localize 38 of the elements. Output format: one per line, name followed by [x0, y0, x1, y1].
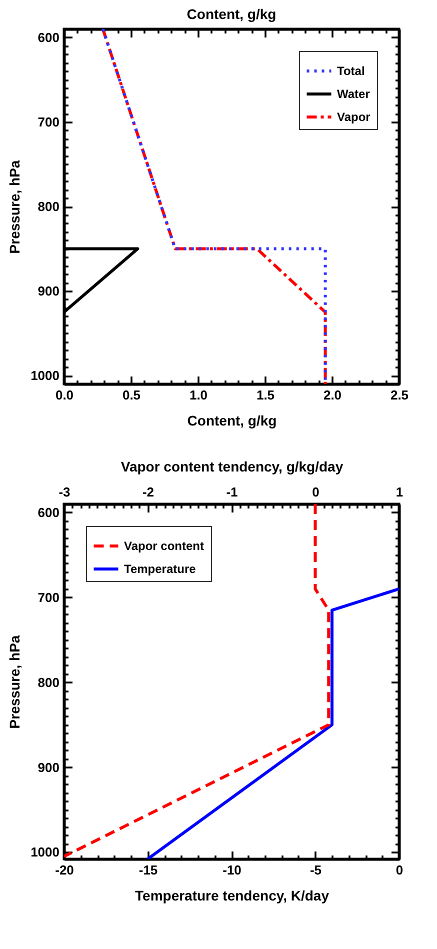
y-tick-label: 1000	[30, 844, 60, 860]
legend-label: Temperature	[124, 562, 196, 576]
x-tick-label: -15	[138, 862, 158, 878]
legend-label: Water	[337, 87, 370, 101]
x2-tick-label: -1	[226, 484, 238, 500]
x-tick-label: 2.5	[390, 388, 409, 402]
x-tick-label: -5	[310, 862, 322, 878]
x-tick-label: 1.0	[189, 388, 208, 402]
x2-tick-label: -2	[142, 484, 154, 500]
legend-label: Vapor content	[124, 539, 204, 553]
x2-tick-label: 1	[396, 484, 404, 500]
legend-label: Vapor	[337, 110, 371, 124]
x-tick-label: -10	[222, 862, 242, 878]
y-tick-label: 600	[38, 504, 60, 520]
x-axis-title: Content, g/kg	[187, 412, 277, 428]
x2-tick-label: -3	[58, 484, 70, 500]
x-tick-label: -20	[55, 862, 74, 878]
y-tick-label: 900	[38, 284, 60, 299]
x-tick-label: 0	[396, 862, 404, 878]
y-tick-label: 700	[38, 590, 60, 605]
y-tick-label: 600	[38, 30, 60, 45]
y-tick-label: 800	[38, 674, 60, 690]
legend-label: Total	[337, 64, 365, 78]
x2-axis-title: Vapor content tendency, g/kg/day	[120, 458, 344, 474]
x-axis-title: Temperature tendency, K/day	[135, 888, 330, 904]
x-tick-label: 1.5	[256, 388, 275, 402]
y-tick-label: 1000	[30, 368, 60, 384]
x-tick-label: 0.5	[122, 388, 141, 402]
x-tick-label: 0.0	[55, 388, 74, 402]
y-axis-title: Pressure, hPa	[6, 635, 23, 729]
y-tick-label: 900	[38, 760, 60, 775]
y-axis-title: Pressure, hPa	[6, 160, 23, 254]
x2-tick-label: 0	[312, 484, 320, 500]
x-tick-label: 2.0	[323, 388, 342, 402]
y-tick-label: 700	[38, 114, 60, 130]
line-series	[146, 587, 399, 859]
y-tick-label: 800	[38, 199, 60, 214]
chart-title: Content, g/kg	[186, 6, 276, 22]
